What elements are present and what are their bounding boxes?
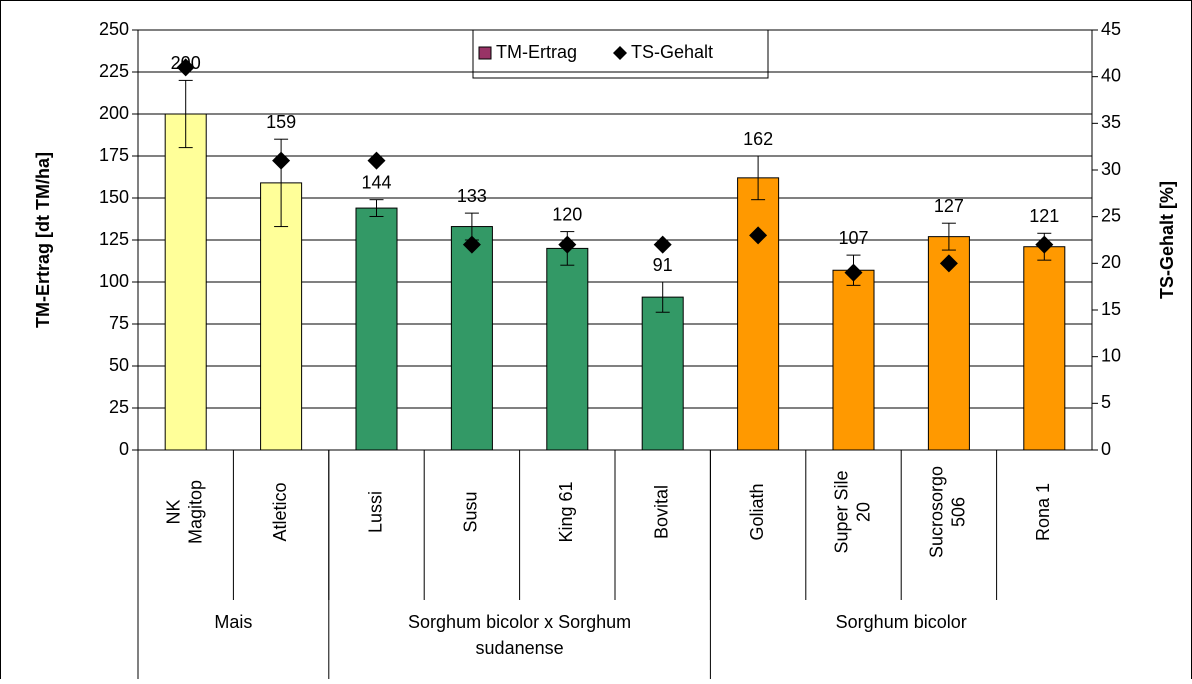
legend-label: TS-Gehalt	[631, 42, 713, 62]
group-label: sudanense	[476, 638, 564, 658]
marker	[1035, 235, 1054, 254]
y2-tick-label: 15	[1101, 299, 1121, 319]
data-label: 107	[838, 228, 868, 248]
data-label: 159	[266, 112, 296, 132]
x-tick-label: Atletico	[270, 482, 290, 541]
y-axis-label: TM-Ertrag [dt TM/ha]	[33, 152, 53, 328]
marker	[939, 254, 958, 273]
marker	[176, 58, 195, 77]
bar	[260, 182, 303, 451]
y-tick-label: 50	[109, 355, 129, 375]
y-tick-label: 200	[99, 103, 129, 123]
data-label: 127	[934, 196, 964, 216]
x-tick-label: Bovital	[651, 485, 671, 539]
x-tick-label: King 61	[556, 481, 576, 542]
y2-tick-label: 45	[1101, 19, 1121, 39]
y-tick-label: 150	[99, 187, 129, 207]
y-tick-label: 125	[99, 229, 129, 249]
bar	[355, 207, 398, 451]
y-tick-label: 75	[109, 313, 129, 333]
marker	[844, 263, 863, 282]
legend-label: TM-Ertrag	[496, 42, 577, 62]
x-tick-label: Super Sile	[831, 470, 851, 553]
y2-tick-label: 25	[1101, 205, 1121, 225]
bar	[546, 247, 589, 451]
y2-tick-label: 30	[1101, 159, 1121, 179]
x-tick-label: Rona 1	[1033, 483, 1053, 541]
marker	[367, 151, 386, 170]
data-label: 120	[552, 204, 582, 224]
y2-axis-label: TS-Gehalt [%]	[1157, 181, 1177, 299]
y-tick-label: 100	[99, 271, 129, 291]
x-tick-label: 506	[949, 497, 969, 527]
group-label: Sorghum bicolor	[836, 612, 967, 632]
x-tick-label: Magitop	[185, 480, 205, 544]
bar	[737, 177, 780, 451]
x-tick-label: NK	[163, 499, 183, 524]
data-label: 133	[457, 186, 487, 206]
marker	[653, 235, 672, 254]
bar	[641, 296, 684, 451]
data-label: 91	[653, 255, 673, 275]
bar	[450, 226, 493, 451]
y2-tick-label: 0	[1101, 439, 1111, 459]
y-tick-label: 25	[109, 397, 129, 417]
y2-tick-label: 5	[1101, 392, 1111, 412]
y2-tick-label: 20	[1101, 252, 1121, 272]
x-tick-label: 20	[853, 502, 873, 522]
bar	[832, 269, 875, 451]
bar	[164, 113, 207, 451]
data-label: 121	[1029, 206, 1059, 226]
legend-marker	[613, 46, 627, 60]
y2-tick-label: 10	[1101, 345, 1121, 365]
x-tick-label: Goliath	[747, 483, 767, 540]
x-tick-label: Susu	[461, 491, 481, 532]
y-tick-label: 0	[119, 439, 129, 459]
marker	[749, 226, 768, 245]
marker	[558, 235, 577, 254]
y-tick-label: 175	[99, 145, 129, 165]
group-label: Mais	[214, 612, 252, 632]
y2-tick-label: 40	[1101, 65, 1121, 85]
x-tick-label: Sucrosorgo	[927, 466, 947, 558]
marker	[272, 151, 291, 170]
y-tick-label: 225	[99, 61, 129, 81]
bar	[1023, 246, 1066, 451]
data-label: 162	[743, 129, 773, 149]
group-label: Sorghum bicolor x Sorghum	[408, 612, 631, 632]
y2-tick-label: 35	[1101, 112, 1121, 132]
x-tick-label: Lussi	[365, 491, 385, 533]
data-label: 144	[361, 172, 391, 192]
marker	[462, 235, 481, 254]
y-tick-label: 250	[99, 19, 129, 39]
legend-marker	[478, 46, 492, 60]
